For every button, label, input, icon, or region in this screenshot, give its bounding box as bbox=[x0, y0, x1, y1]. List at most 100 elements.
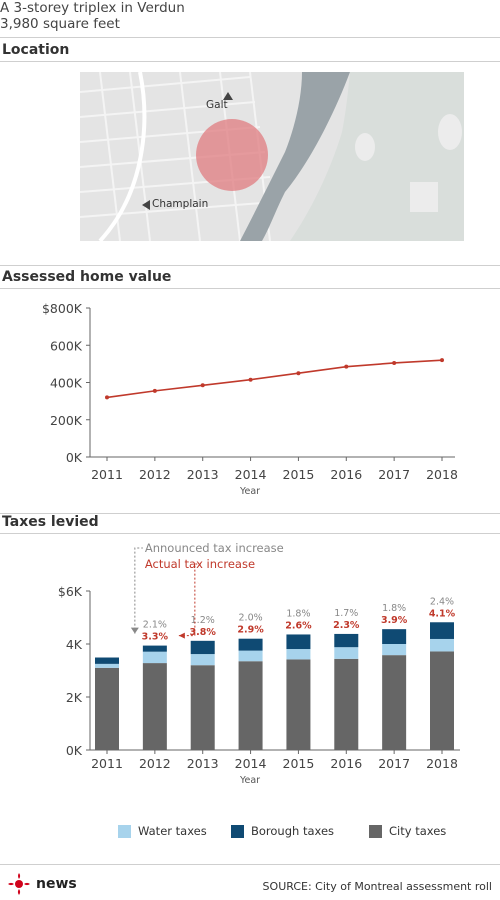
actual-increase-label: 2.9% bbox=[237, 625, 264, 636]
island-parks bbox=[355, 114, 462, 212]
bar-water-taxes bbox=[142, 651, 167, 664]
announced-increase-label: 2.4% bbox=[430, 596, 454, 607]
actual-increase-label: 3.8% bbox=[190, 627, 217, 638]
x-axis-title: Year bbox=[239, 775, 260, 786]
bar-water-taxes bbox=[334, 647, 359, 659]
legend-swatch-water bbox=[118, 824, 131, 838]
value-point bbox=[344, 364, 349, 369]
y-tick-label: $800K bbox=[42, 301, 83, 316]
cbc-gem-icon bbox=[8, 873, 30, 895]
y-tick-label: $6K bbox=[58, 584, 83, 599]
y-tick-label: 2K bbox=[66, 690, 83, 705]
x-tick-label: 2014 bbox=[235, 756, 267, 771]
bar-water-taxes bbox=[382, 644, 407, 656]
announced-increase-label: 1.2% bbox=[191, 615, 215, 626]
bar-water-taxes bbox=[190, 654, 215, 666]
divider bbox=[0, 61, 500, 62]
location-circle bbox=[196, 119, 268, 191]
actual-increase-label: 4.1% bbox=[429, 608, 456, 619]
highway bbox=[98, 72, 147, 241]
bar-city-taxes bbox=[334, 658, 359, 750]
y-tick-label: 600K bbox=[50, 338, 83, 353]
value-point bbox=[105, 395, 109, 400]
logo-text: news bbox=[36, 876, 77, 892]
legend-city: City taxes bbox=[369, 824, 446, 838]
bar-borough-taxes bbox=[430, 622, 454, 639]
bar-city-taxes bbox=[95, 667, 119, 750]
x-tick-label: 2016 bbox=[330, 467, 362, 482]
bar-water-taxes bbox=[238, 650, 263, 662]
bar-city-taxes bbox=[238, 661, 263, 750]
x-tick-label: 2017 bbox=[378, 756, 410, 771]
x-tick-label: 2017 bbox=[378, 467, 410, 482]
y-tick-label: 4K bbox=[66, 637, 83, 652]
bar-borough-taxes bbox=[286, 634, 311, 650]
value-point bbox=[248, 377, 253, 382]
actual-increase-label: 3.9% bbox=[381, 615, 408, 626]
taxes-title: Taxes levied bbox=[2, 514, 99, 530]
legend-swatch-city bbox=[369, 824, 382, 838]
bar-city-taxes bbox=[286, 659, 311, 750]
map-label-galt: Galt bbox=[206, 99, 228, 111]
x-tick-label: 2016 bbox=[330, 756, 362, 771]
value-point bbox=[296, 371, 301, 376]
announced-increase-label: 1.8% bbox=[382, 603, 406, 614]
bar-borough-taxes bbox=[142, 645, 167, 652]
divider bbox=[0, 513, 500, 514]
announced-increase-label: 2.1% bbox=[143, 620, 167, 631]
legend-label-city: City taxes bbox=[389, 824, 447, 838]
river bbox=[240, 72, 350, 241]
map-label-champlain: Champlain bbox=[152, 198, 209, 210]
bar-city-taxes bbox=[382, 655, 407, 750]
legend-borough: Borough taxes bbox=[231, 824, 334, 838]
x-tick-label: 2018 bbox=[426, 467, 458, 482]
galt-arrow-icon bbox=[223, 92, 233, 100]
bar-city-taxes bbox=[430, 651, 454, 750]
x-tick-label: 2011 bbox=[91, 467, 123, 482]
source-note: SOURCE: City of Montreal assessment roll bbox=[262, 880, 492, 893]
divider bbox=[0, 864, 500, 865]
legend-label-borough: Borough taxes bbox=[251, 824, 335, 838]
y-tick-label: 200K bbox=[50, 413, 83, 428]
bar-borough-taxes bbox=[382, 629, 407, 644]
announced-callout-arrow-icon bbox=[130, 627, 139, 634]
x-tick-label: 2012 bbox=[139, 467, 171, 482]
bar-borough-taxes bbox=[334, 633, 359, 648]
announced-increase-label: 2.0% bbox=[239, 613, 263, 624]
bar-borough-taxes bbox=[95, 657, 119, 664]
x-tick-label: 2013 bbox=[187, 756, 219, 771]
home-value-chart: $800K 600K 400K 200K 0K 2011 2012 2013 2014 2015 2… bbox=[42, 301, 458, 497]
x-tick-label: 2015 bbox=[283, 467, 315, 482]
y-tick-label: 0K bbox=[66, 450, 83, 465]
x-tick-label: 2014 bbox=[235, 467, 267, 482]
map-graphic bbox=[80, 72, 464, 241]
bar-borough-taxes bbox=[190, 640, 215, 655]
x-tick-label: 2015 bbox=[283, 756, 315, 771]
x-tick-label: 2013 bbox=[187, 467, 219, 482]
x-tick-label: 2018 bbox=[426, 756, 458, 771]
announced-increase-label: 1.7% bbox=[334, 608, 358, 619]
subtitle-area: 3,980 square feet bbox=[0, 16, 120, 32]
actual-callout-arrow-icon bbox=[178, 632, 185, 639]
location-map: Galt Champlain bbox=[80, 72, 464, 241]
value-point bbox=[392, 360, 397, 365]
bar-city-taxes bbox=[190, 665, 215, 750]
value-line bbox=[106, 359, 443, 399]
value-point bbox=[200, 383, 205, 388]
x-tick-label: 2011 bbox=[91, 756, 123, 771]
x-tick-label: 2012 bbox=[139, 756, 171, 771]
champlain-arrow-icon bbox=[142, 200, 150, 210]
cbc-news-logo[interactable]: news bbox=[6, 873, 77, 895]
y-tick-label: 0K bbox=[66, 743, 83, 758]
legend-label-water: Water taxes bbox=[138, 824, 207, 838]
announced-callout-line bbox=[134, 547, 143, 634]
actual-callout-label: Actual tax increase bbox=[145, 557, 255, 571]
divider bbox=[0, 533, 500, 534]
actual-increase-label: 2.3% bbox=[333, 620, 360, 631]
y-tick-label: 400K bbox=[50, 376, 83, 391]
home-value-title: Assessed home value bbox=[2, 269, 172, 285]
divider bbox=[0, 265, 500, 266]
bar-borough-taxes bbox=[238, 638, 263, 651]
actual-increase-label: 3.3% bbox=[142, 632, 169, 643]
x-axis-title: Year bbox=[239, 486, 260, 497]
